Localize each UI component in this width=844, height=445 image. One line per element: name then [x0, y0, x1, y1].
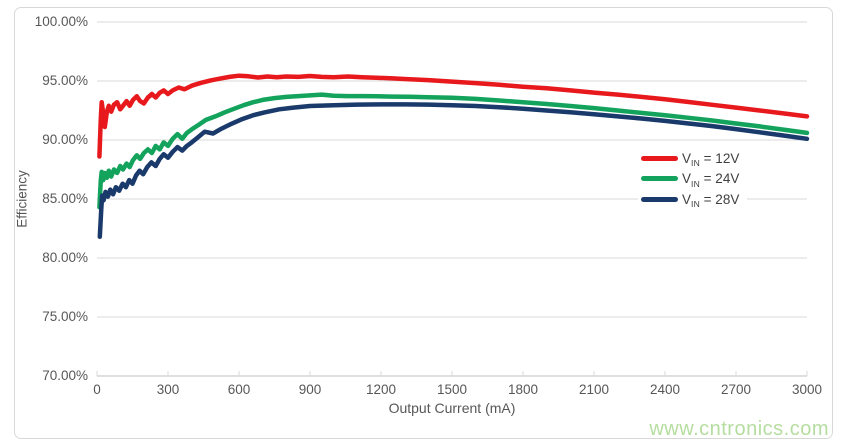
- y-tick-label: 75.00%: [42, 309, 88, 324]
- x-tick-label: 3000: [791, 382, 823, 397]
- y-axis-title: Efficiency: [14, 170, 30, 228]
- y-tick-label: 100.00%: [34, 14, 88, 29]
- x-tick-label: 300: [156, 382, 180, 397]
- legend-swatch-vin-24v: [641, 176, 678, 182]
- y-tick-label: 90.00%: [42, 132, 88, 147]
- legend-swatch-vin-28v: [641, 196, 678, 202]
- x-tick-label: 900: [298, 382, 322, 397]
- x-tick-label: 2400: [649, 382, 681, 397]
- y-tick-label: 80.00%: [42, 250, 88, 265]
- y-tick-label: 70.00%: [42, 368, 88, 383]
- y-tick-label: 95.00%: [42, 73, 88, 88]
- series-line-vin-24v: [97, 92, 810, 210]
- watermark: www.cntronics.com: [649, 418, 829, 440]
- x-tick-label: 2100: [578, 382, 610, 397]
- x-tick-label: 1200: [365, 382, 397, 397]
- x-tick-label: 1500: [436, 382, 468, 397]
- legend-swatch-vin-12v: [641, 155, 678, 161]
- legend-label-vin-12v: VIN = 12V: [682, 150, 740, 169]
- x-axis-title: Output Current (mA): [388, 400, 516, 416]
- legend-label-vin-28v: VIN = 28V: [682, 191, 740, 210]
- series-line-vin-28v: [97, 102, 810, 240]
- series-line-vin-12v: [97, 73, 810, 159]
- x-tick-label: 0: [93, 382, 101, 397]
- legend-item-vin-12v: VIN = 12V: [641, 148, 739, 169]
- x-tick-label: 600: [227, 382, 251, 397]
- x-tick-label: 2700: [720, 382, 752, 397]
- legend-label-vin-24v: VIN = 24V: [682, 171, 740, 189]
- legend-item-vin-24v: VIN = 24V: [641, 169, 739, 190]
- y-tick-label: 85.00%: [42, 191, 88, 206]
- legend: VIN = 12V VIN = 24V VIN = 28V: [638, 146, 748, 212]
- x-tick-label: 1800: [507, 382, 539, 397]
- legend-item-vin-28v: VIN = 28V: [641, 189, 739, 210]
